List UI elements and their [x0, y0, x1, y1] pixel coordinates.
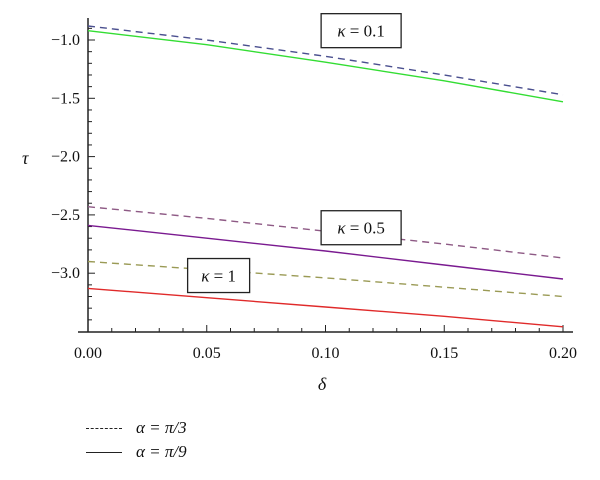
- annotation-box: κ = 1: [186, 257, 251, 294]
- series-line-5: [87, 287, 564, 328]
- legend-label: α = π/3: [136, 418, 187, 437]
- x-tick-label: 0.15: [430, 345, 458, 362]
- chart-plot: −1.0 −1.5 −2.0 −2.5 −3.0 0.00 0.05 0.10 0.15 0.20…: [22, 13, 577, 394]
- dashed-line-icon: [86, 427, 122, 429]
- x-tick-label: 0.05: [193, 345, 221, 362]
- series-line-4: [87, 260, 564, 298]
- annotation-box: κ = 0.1: [320, 13, 402, 49]
- y-axis-title: τ: [22, 148, 29, 168]
- annotation-label: κ = 1: [201, 267, 236, 286]
- legend: α = π/3 α = π/9: [86, 416, 187, 464]
- annotation-label: κ = 0.1: [337, 22, 385, 41]
- annotation-label: κ = 0.5: [337, 219, 385, 238]
- x-tick-label: 0.20: [549, 345, 577, 362]
- x-axis-title: δ: [318, 374, 327, 394]
- x-tick-label: 0.00: [74, 345, 102, 362]
- solid-line-icon: [86, 451, 122, 453]
- series-line-0: [87, 25, 564, 96]
- y-tick-label: −3.0: [51, 265, 80, 282]
- legend-label: α = π/9: [136, 442, 187, 461]
- annotation-box: κ = 0.5: [320, 210, 402, 246]
- y-tick-label: −1.5: [51, 90, 80, 107]
- series-line-2: [87, 206, 564, 259]
- annotations: κ = 0.1 κ = 0.5 κ = 1: [186, 13, 402, 294]
- legend-item-dashed: α = π/3: [86, 416, 187, 440]
- x-tick-label: 0.10: [312, 345, 340, 362]
- y-tick-label: −1.0: [51, 32, 80, 49]
- axes: −1.0 −1.5 −2.0 −2.5 −3.0 0.00 0.05 0.10 0.15 0.20: [51, 18, 577, 362]
- series-line-1: [87, 30, 564, 103]
- series-line-3: [87, 224, 564, 280]
- legend-item-solid: α = π/9: [86, 440, 187, 464]
- y-tick-label: −2.0: [51, 149, 80, 166]
- y-tick-label: −2.5: [51, 207, 80, 224]
- curves: [87, 25, 564, 328]
